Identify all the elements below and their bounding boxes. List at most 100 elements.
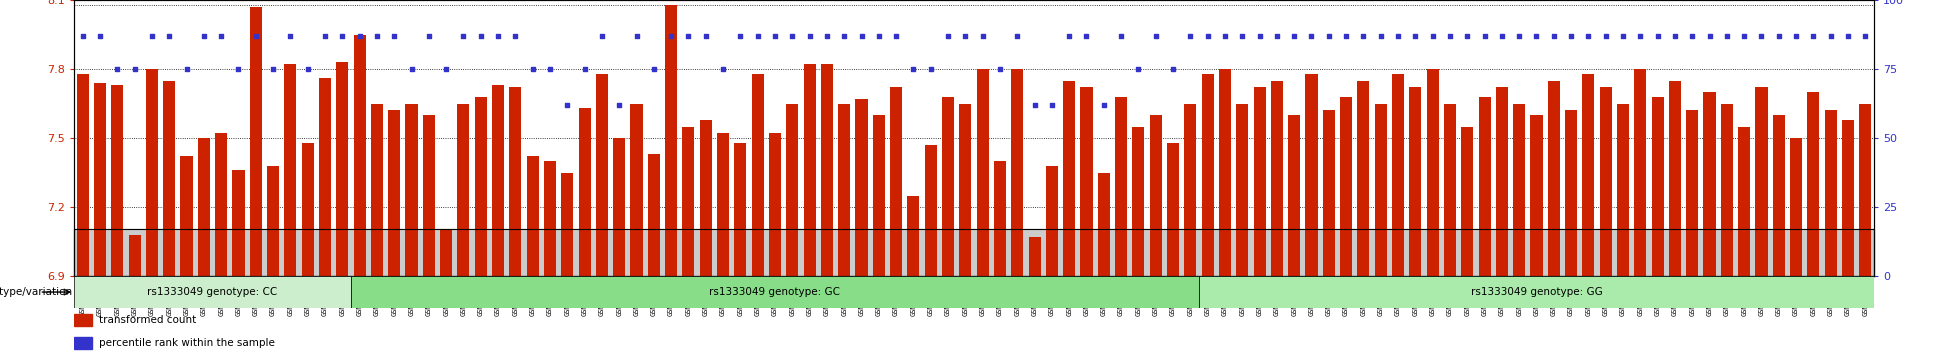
Point (240, 33, 271, 39)
Bar (1564, 110, 1578, 276)
Bar (1358, 80, 1369, 276)
Point (586, 33, 618, 39)
Point (1590, 33, 1621, 39)
Point (984, 66, 1015, 72)
Point (413, 33, 444, 39)
Point (551, 102, 582, 108)
Point (1780, 33, 1812, 39)
Bar (164, 80, 175, 276)
Point (1816, 33, 1847, 39)
Point (1157, 66, 1188, 72)
Bar (631, 103, 643, 276)
Bar (1219, 69, 1231, 276)
Bar (596, 74, 608, 276)
Bar (337, 62, 349, 276)
Point (777, 33, 808, 39)
Bar (1514, 103, 1525, 276)
Bar (1790, 138, 1802, 276)
Point (1245, 33, 1276, 39)
Point (1106, 33, 1138, 39)
Point (933, 33, 964, 39)
Bar (820, 64, 834, 276)
Bar (1202, 74, 1214, 276)
Bar (579, 108, 590, 276)
Bar (526, 156, 540, 276)
Point (1572, 33, 1603, 39)
Point (604, 102, 635, 108)
Point (84, 33, 115, 39)
Bar (1687, 110, 1699, 276)
Bar (1184, 103, 1196, 276)
Text: transformed count: transformed count (99, 315, 197, 325)
Bar (1617, 103, 1629, 276)
Bar (1011, 69, 1023, 276)
Bar (1064, 80, 1075, 276)
Bar (614, 138, 625, 276)
Bar (561, 172, 573, 276)
Point (690, 33, 721, 39)
Bar (1549, 80, 1560, 276)
Point (951, 33, 982, 39)
Point (1745, 33, 1777, 39)
Bar (838, 103, 849, 276)
Point (707, 66, 738, 72)
Bar (1808, 92, 1819, 276)
Point (1036, 102, 1068, 108)
Point (863, 33, 894, 39)
Point (828, 33, 859, 39)
Bar (302, 143, 314, 276)
Bar (1253, 87, 1266, 276)
Point (395, 66, 427, 72)
Bar (267, 166, 279, 276)
Point (360, 33, 392, 39)
Point (1660, 33, 1691, 39)
Point (1089, 102, 1120, 108)
Bar (993, 161, 1005, 276)
Text: genotype/variation: genotype/variation (0, 287, 72, 297)
Bar (1479, 97, 1490, 276)
Bar (423, 115, 434, 276)
Point (898, 66, 929, 72)
Bar (74, 314, 92, 326)
Bar (1582, 74, 1595, 276)
Bar (214, 133, 228, 276)
Point (1019, 102, 1050, 108)
Point (501, 33, 532, 39)
Bar (1443, 103, 1455, 276)
Bar (1340, 97, 1352, 276)
Point (171, 66, 203, 72)
Point (119, 66, 150, 72)
Text: rs1333049 genotype: GG: rs1333049 genotype: GG (1471, 287, 1603, 297)
Bar (1099, 172, 1110, 276)
Point (257, 66, 288, 72)
Point (1295, 33, 1327, 39)
Point (1607, 33, 1638, 39)
Point (1521, 33, 1553, 39)
Bar (1046, 166, 1058, 276)
Point (378, 33, 409, 39)
Bar (1703, 92, 1716, 276)
Bar (508, 87, 522, 276)
Bar (1408, 87, 1422, 276)
Bar (351, 276, 1198, 308)
Bar (370, 103, 384, 276)
Bar (1114, 97, 1128, 276)
Point (1210, 33, 1241, 39)
Bar (440, 230, 452, 276)
Text: rs1333049 genotype: GC: rs1333049 genotype: GC (709, 287, 840, 297)
Bar (734, 143, 746, 276)
Point (1728, 33, 1759, 39)
Point (1416, 33, 1447, 39)
Point (569, 66, 600, 72)
Bar (74, 229, 1874, 276)
Bar (1531, 115, 1543, 276)
Point (1504, 33, 1535, 39)
Bar (1461, 126, 1473, 276)
Bar (1496, 87, 1508, 276)
Point (1313, 33, 1344, 39)
Bar (682, 126, 695, 276)
Bar (1720, 103, 1734, 276)
Bar (1323, 110, 1334, 276)
Bar (1198, 276, 1874, 308)
Point (966, 33, 997, 39)
